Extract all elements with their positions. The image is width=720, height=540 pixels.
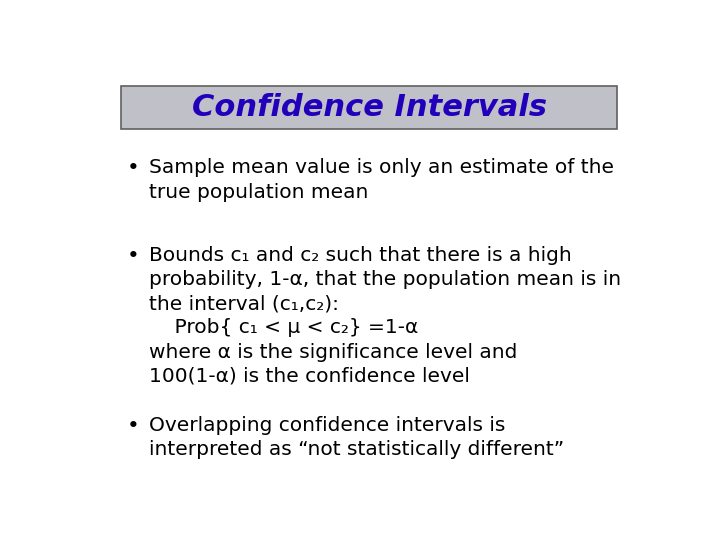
Text: •: • (126, 246, 139, 266)
Text: •: • (126, 416, 139, 436)
Text: •: • (126, 158, 139, 178)
FancyBboxPatch shape (121, 85, 617, 129)
Text: Sample mean value is only an estimate of the
true population mean: Sample mean value is only an estimate of… (148, 158, 613, 201)
Text: Confidence Intervals: Confidence Intervals (192, 93, 546, 122)
Text: Bounds c₁ and c₂ such that there is a high
probability, 1-α, that the population: Bounds c₁ and c₂ such that there is a hi… (148, 246, 621, 386)
Text: Overlapping confidence intervals is
interpreted as “not statistically different”: Overlapping confidence intervals is inte… (148, 416, 564, 460)
